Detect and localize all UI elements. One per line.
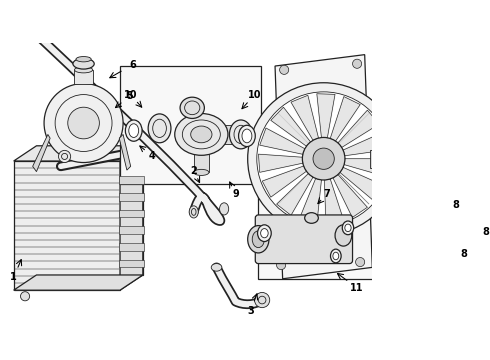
Text: 8: 8 — [452, 200, 459, 210]
Text: 10: 10 — [124, 90, 137, 100]
Circle shape — [257, 92, 391, 226]
Bar — [119, 210, 144, 217]
Polygon shape — [277, 174, 313, 215]
Polygon shape — [120, 146, 143, 290]
Ellipse shape — [333, 252, 339, 260]
Polygon shape — [33, 134, 50, 172]
Text: 4: 4 — [148, 151, 155, 161]
Ellipse shape — [180, 97, 204, 118]
Ellipse shape — [343, 221, 354, 235]
Bar — [74, 70, 93, 84]
Ellipse shape — [242, 129, 252, 143]
Polygon shape — [330, 96, 360, 141]
Bar — [186, 125, 243, 144]
Circle shape — [254, 292, 270, 308]
Ellipse shape — [258, 225, 271, 242]
Ellipse shape — [189, 206, 198, 218]
Text: 9: 9 — [232, 189, 239, 199]
Ellipse shape — [220, 203, 229, 215]
Ellipse shape — [125, 120, 142, 141]
Ellipse shape — [345, 224, 351, 231]
Text: 11: 11 — [350, 283, 364, 293]
Text: 5: 5 — [126, 91, 132, 102]
Bar — [194, 153, 209, 172]
Polygon shape — [344, 159, 389, 177]
Polygon shape — [271, 107, 311, 146]
Bar — [119, 260, 144, 267]
Polygon shape — [340, 167, 383, 201]
Circle shape — [280, 65, 289, 75]
Bar — [119, 176, 144, 184]
Ellipse shape — [73, 58, 94, 69]
Polygon shape — [317, 94, 335, 138]
Circle shape — [356, 257, 365, 267]
Circle shape — [302, 138, 345, 180]
Bar — [370, 150, 379, 168]
Bar — [120, 66, 261, 184]
Polygon shape — [259, 154, 303, 172]
Ellipse shape — [194, 169, 209, 175]
Polygon shape — [14, 275, 143, 290]
Ellipse shape — [76, 57, 91, 62]
Circle shape — [44, 84, 123, 162]
Text: 7: 7 — [323, 189, 330, 199]
Text: 1: 1 — [10, 272, 17, 282]
Circle shape — [247, 83, 400, 235]
Bar — [119, 243, 144, 251]
Text: 8: 8 — [460, 249, 467, 260]
Ellipse shape — [305, 213, 318, 223]
Ellipse shape — [129, 124, 139, 138]
FancyBboxPatch shape — [255, 215, 352, 264]
Polygon shape — [262, 166, 306, 197]
Circle shape — [352, 59, 362, 68]
Polygon shape — [14, 161, 120, 290]
Polygon shape — [333, 175, 368, 217]
Polygon shape — [14, 146, 143, 161]
Ellipse shape — [335, 225, 352, 246]
Text: 10: 10 — [248, 90, 261, 100]
Ellipse shape — [175, 113, 228, 155]
Ellipse shape — [247, 226, 269, 253]
Ellipse shape — [261, 229, 268, 238]
Polygon shape — [343, 132, 389, 156]
Polygon shape — [338, 110, 379, 148]
Polygon shape — [119, 134, 131, 170]
Ellipse shape — [74, 67, 93, 73]
Circle shape — [58, 150, 71, 162]
Ellipse shape — [211, 264, 222, 271]
Circle shape — [313, 148, 334, 169]
Ellipse shape — [229, 120, 252, 149]
Text: 2: 2 — [191, 166, 197, 176]
Polygon shape — [275, 55, 372, 279]
Polygon shape — [260, 128, 305, 154]
Text: 6: 6 — [129, 59, 136, 69]
Ellipse shape — [148, 114, 171, 143]
Bar — [119, 226, 144, 234]
Polygon shape — [291, 95, 318, 140]
Ellipse shape — [252, 231, 265, 248]
Polygon shape — [324, 179, 344, 224]
Ellipse shape — [239, 125, 255, 147]
Circle shape — [68, 107, 99, 139]
Circle shape — [21, 292, 29, 301]
Bar — [258, 195, 376, 279]
Ellipse shape — [191, 126, 212, 143]
Polygon shape — [299, 179, 321, 224]
Text: 3: 3 — [247, 306, 254, 316]
Circle shape — [276, 261, 286, 270]
Ellipse shape — [330, 249, 341, 263]
Bar — [119, 193, 144, 201]
Polygon shape — [36, 146, 143, 275]
Text: 8: 8 — [483, 227, 490, 237]
